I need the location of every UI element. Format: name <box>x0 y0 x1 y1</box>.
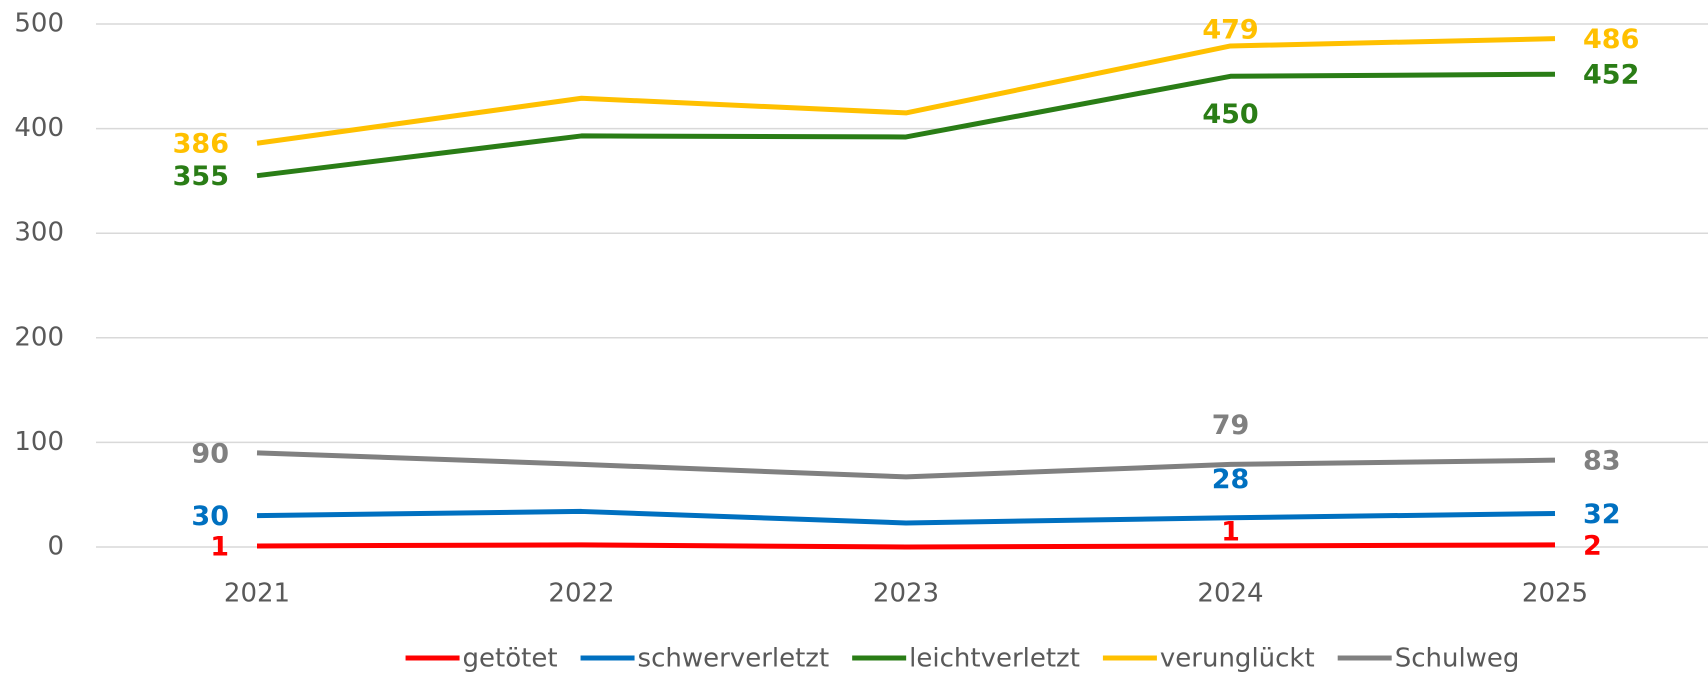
y-tick-label: 0 <box>47 532 64 562</box>
data-label: 30 <box>191 501 229 532</box>
data-label: 386 <box>173 129 229 160</box>
data-label: 1 <box>1221 516 1240 547</box>
data-label: 479 <box>1202 14 1258 45</box>
x-tick-label: 2025 <box>1522 579 1588 609</box>
series-line <box>256 71 1556 179</box>
series-line <box>256 542 1556 550</box>
x-tick-label: 2022 <box>548 579 614 609</box>
data-label: 32 <box>1583 499 1621 530</box>
data-label: 83 <box>1583 446 1621 477</box>
legend-label: leichtverletzt <box>909 644 1080 674</box>
data-label: 355 <box>173 161 229 192</box>
data-label: 2 <box>1583 530 1602 561</box>
data-label: 486 <box>1583 24 1639 55</box>
legend-label: getötet <box>463 644 558 674</box>
y-tick-label: 500 <box>14 9 64 39</box>
data-label: 28 <box>1212 464 1250 495</box>
y-tick-label: 100 <box>14 427 64 457</box>
data-label: 90 <box>191 438 229 469</box>
legend-label: verunglückt <box>1160 644 1315 674</box>
data-label: 450 <box>1202 99 1258 130</box>
y-tick-label: 200 <box>14 322 64 352</box>
legend-label: schwerverletzt <box>638 644 830 674</box>
data-label: 79 <box>1212 410 1250 441</box>
series-line <box>256 508 1556 526</box>
legend-label: Schulweg <box>1395 644 1520 674</box>
x-tick-label: 2021 <box>224 579 290 609</box>
series-line <box>256 36 1556 146</box>
data-label: 452 <box>1583 60 1639 91</box>
y-tick-label: 400 <box>14 113 64 143</box>
y-tick-label: 300 <box>14 218 64 248</box>
x-tick-label: 2023 <box>873 579 939 609</box>
x-tick-label: 2024 <box>1197 579 1263 609</box>
series-line <box>256 450 1556 480</box>
data-label: 1 <box>210 531 229 562</box>
